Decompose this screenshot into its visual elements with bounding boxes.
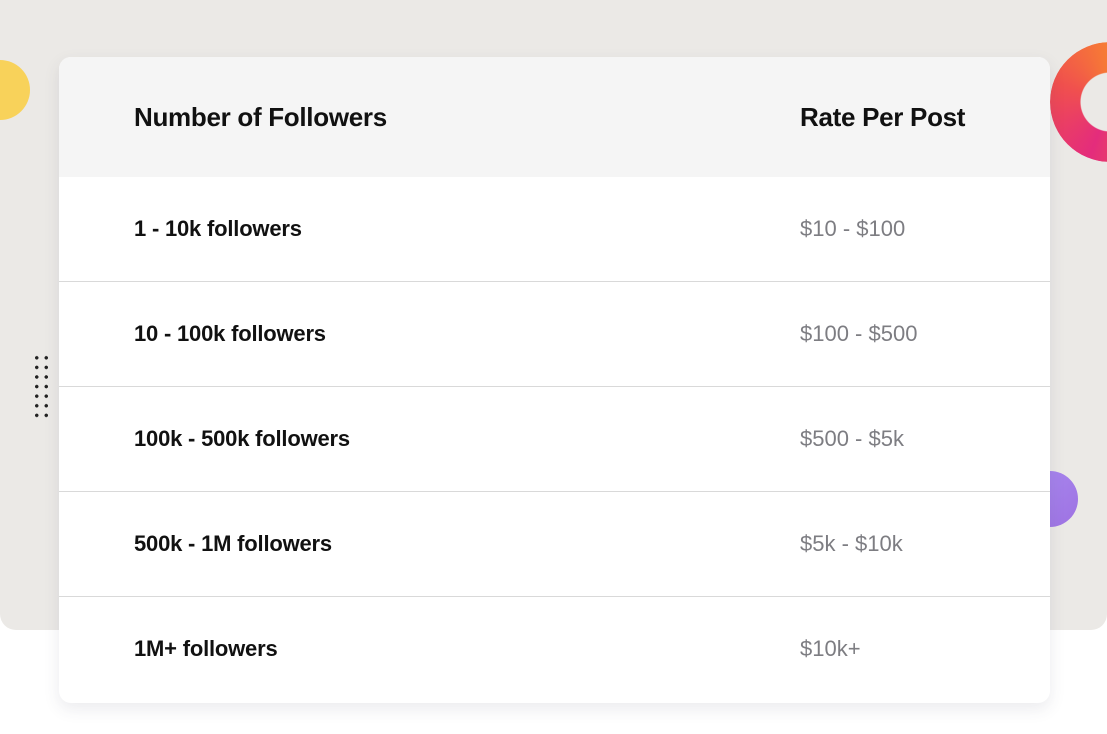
table-row: 1M+ followers $10k+ — [59, 597, 1050, 701]
followers-cell: 10 - 100k followers — [134, 321, 326, 346]
rate-cell: $500 - $5k — [800, 426, 904, 451]
table-header: Number of Followers Rate Per Post — [59, 57, 1050, 177]
rates-table: Number of Followers Rate Per Post 1 - 10… — [59, 57, 1050, 703]
table-row: 10 - 100k followers $100 - $500 — [59, 282, 1050, 387]
table-row: 1 - 10k followers $10 - $100 — [59, 177, 1050, 282]
header-number-of-followers: Number of Followers — [134, 101, 387, 132]
followers-cell: 1 - 10k followers — [134, 216, 302, 241]
header-rate-per-post: Rate Per Post — [800, 101, 966, 132]
followers-cell: 1M+ followers — [134, 636, 278, 661]
rate-cell: $10k+ — [800, 636, 861, 661]
rate-cell: $10 - $100 — [800, 216, 906, 241]
yellow-circle-decoration — [0, 60, 30, 120]
rate-cell: $100 - $500 — [800, 321, 918, 346]
table-row: 500k - 1M followers $5k - $10k — [59, 492, 1050, 597]
rate-cell: $5k - $10k — [800, 531, 903, 556]
table-row: 100k - 500k followers $500 - $5k — [59, 387, 1050, 492]
followers-cell: 100k - 500k followers — [134, 426, 350, 451]
dot-grid-decoration — [32, 353, 52, 423]
gradient-ring-decoration — [1050, 42, 1107, 162]
followers-cell: 500k - 1M followers — [134, 531, 332, 556]
